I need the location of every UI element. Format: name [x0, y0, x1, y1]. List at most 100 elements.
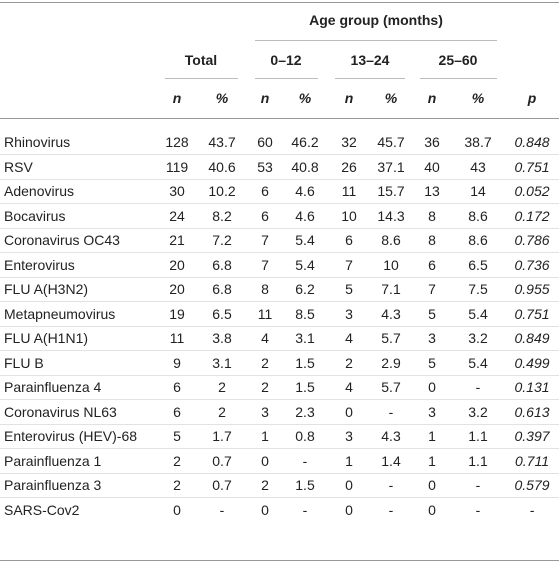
row-rule [0, 374, 559, 376]
cell: 1.5 [295, 354, 315, 371]
group-header: Age group (months) [309, 12, 443, 28]
cell: 40.8 [291, 158, 319, 175]
subheader: n [344, 90, 354, 106]
cell: 10 [383, 256, 399, 273]
subheader: % [384, 90, 398, 106]
cell: 43 [470, 158, 486, 175]
cell: 3 [428, 330, 436, 346]
cell: 1.4 [381, 452, 401, 469]
cell: 2 [261, 354, 269, 371]
cell: 5.7 [381, 330, 401, 346]
cell: 5.7 [381, 379, 401, 395]
cell: 9 [173, 354, 181, 371]
cell: 7 [261, 232, 269, 248]
cell: 7.1 [381, 281, 401, 297]
cell: 0 [428, 477, 436, 493]
cell: 6 [261, 207, 269, 224]
cell: 0.7 [212, 477, 232, 493]
cell: 11 [257, 305, 273, 322]
cell: 24 [169, 207, 185, 224]
cell: 3.2 [468, 403, 488, 420]
cell: 6.5 [212, 305, 232, 322]
cell: 1 [261, 428, 269, 444]
row-label: Coronavirus OC43 [4, 232, 120, 248]
cell: 5.4 [468, 305, 488, 322]
row-rule [0, 227, 559, 229]
cell: 2.3 [295, 403, 315, 420]
cell: 1.5 [295, 379, 315, 395]
cell: 5 [173, 428, 181, 444]
cell: 0 [173, 501, 181, 518]
row-label: Parainfluenza 4 [4, 379, 102, 395]
cell: 40 [424, 158, 440, 175]
cell: 11 [169, 330, 185, 346]
cell: 6 [261, 183, 269, 199]
cell: 6.2 [295, 281, 315, 297]
cell: 2.9 [381, 354, 401, 371]
cell: 5.4 [295, 232, 315, 248]
row-rule [0, 448, 559, 449]
cell: 2 [218, 403, 226, 420]
cell: 3.8 [212, 330, 232, 346]
row-rule [0, 472, 559, 474]
row-label: Parainfluenza 3 [4, 477, 102, 493]
p-value: 0.172 [514, 207, 550, 224]
cell: 119 [165, 158, 189, 175]
cell: 2 [218, 379, 226, 395]
cell: - [475, 477, 481, 493]
cell: 6.5 [468, 256, 488, 273]
cell: 4.6 [295, 183, 315, 199]
cell: 20 [169, 256, 185, 273]
cell: 8 [428, 232, 436, 248]
column-group: 0–12 [270, 52, 302, 68]
cell: 20 [169, 281, 185, 297]
group-underline [335, 78, 405, 79]
column-group: Total [184, 52, 218, 68]
cell: 5 [345, 281, 353, 297]
cell: 2 [261, 477, 269, 493]
cell: 1 [428, 452, 436, 469]
cell: 8.6 [381, 232, 401, 248]
cell: 8 [428, 207, 436, 224]
row-label: FLU A(H1N1) [4, 330, 89, 346]
subheader: n [260, 90, 270, 106]
row-label: Parainfluenza 1 [4, 452, 102, 469]
row-rule [0, 203, 559, 204]
row-rule [0, 178, 559, 180]
cell: 37.1 [377, 158, 405, 175]
cell: 15.7 [377, 183, 405, 199]
cell: 7 [345, 256, 353, 273]
cell: 36 [424, 134, 440, 150]
cell: 3 [261, 403, 269, 420]
group-rule [255, 40, 497, 41]
cell: 0 [345, 403, 353, 420]
p-value: 0.711 [515, 452, 549, 469]
cell: 2 [173, 452, 181, 469]
row-label: Enterovirus (HEV)-68 [4, 428, 138, 444]
p-value: 0.499 [514, 354, 550, 371]
cell: 1.1 [468, 452, 488, 469]
p-value: - [529, 501, 535, 518]
cell: 7 [428, 281, 436, 297]
cell: 1.7 [212, 428, 232, 444]
cell: 0 [345, 477, 353, 493]
cell: 21 [169, 232, 185, 248]
cell: 19 [169, 305, 185, 322]
p-value: 0.849 [514, 330, 550, 346]
cell: 4 [345, 379, 353, 395]
subheader: p [527, 90, 537, 106]
subheader: n [172, 90, 182, 106]
cell: - [475, 501, 481, 518]
p-value: 0.786 [514, 232, 550, 248]
cell: 4 [261, 330, 269, 346]
cell: 11 [341, 183, 357, 199]
cell: - [302, 452, 308, 469]
top-rule [0, 2, 559, 3]
cell: 7.2 [212, 232, 232, 248]
cell: 5 [428, 354, 436, 371]
p-value: 0.579 [514, 477, 550, 493]
row-label: Metapneumovirus [4, 305, 116, 322]
cell: - [388, 501, 394, 518]
cell: - [219, 501, 225, 518]
